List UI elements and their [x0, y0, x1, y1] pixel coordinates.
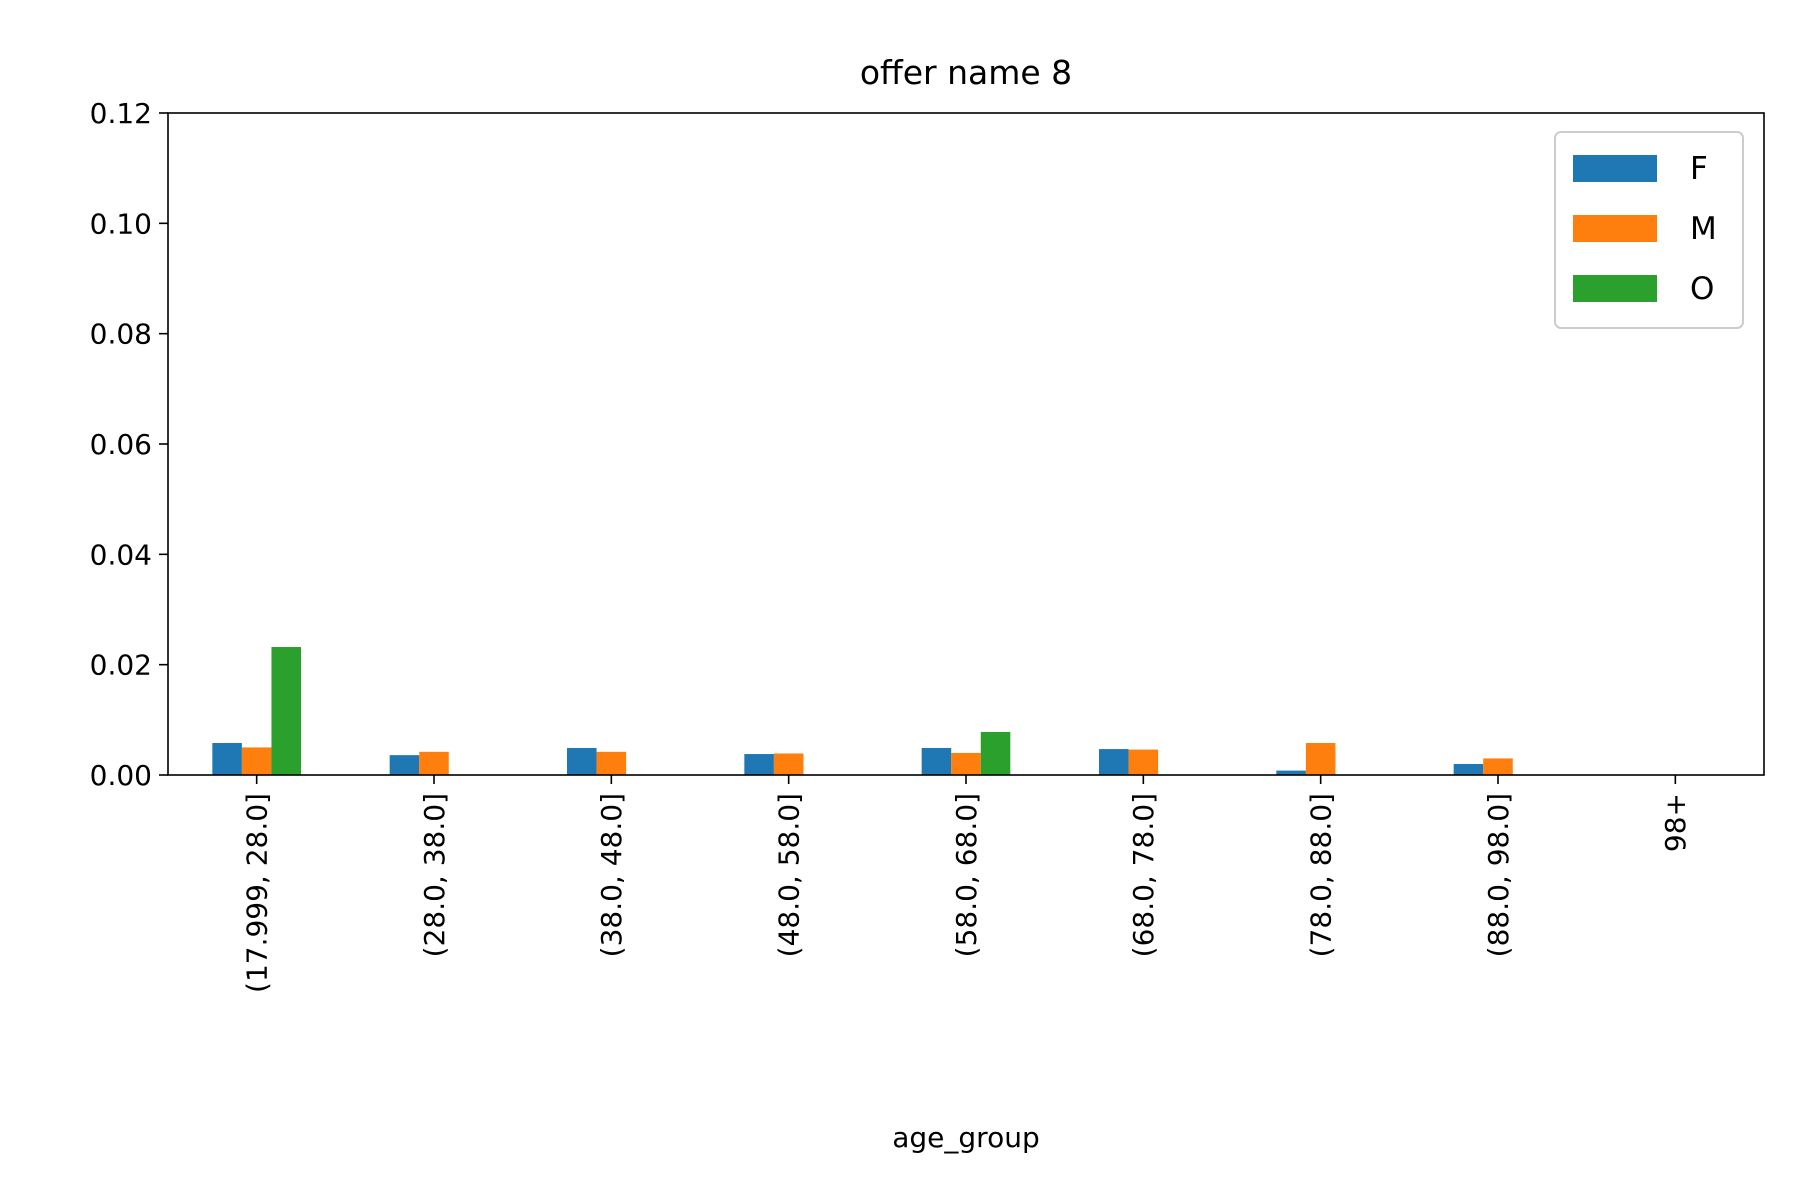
plot-area	[212, 647, 1513, 775]
bar-F-1	[389, 755, 420, 775]
bar-F-5	[1099, 749, 1129, 775]
y-tick-label: 0.00	[90, 759, 152, 792]
x-tick-label: 98+	[1659, 793, 1692, 852]
bar-M-0	[241, 747, 272, 775]
x-axis: (17.999, 28.0] (28.0, 38.0] (38.0, 48.0] (4…	[240, 775, 1692, 993]
x-tick-label: (58.0, 68.0]	[950, 793, 983, 957]
legend-swatch-O	[1573, 275, 1657, 302]
legend-label-F: F	[1690, 151, 1708, 187]
bar-O-4	[980, 731, 1011, 775]
x-tick-label: (78.0, 88.0]	[1304, 793, 1337, 957]
y-tick-label: 0.04	[90, 538, 152, 571]
y-axis: 0.00 0.02 0.04 0.06 0.08 0.10 0.12	[90, 97, 168, 792]
axes-frame	[167, 112, 1765, 776]
x-tick-label: (48.0, 58.0]	[772, 793, 805, 957]
bar-M-1	[419, 751, 449, 775]
bar-M-7	[1483, 758, 1513, 775]
bar-F-2	[567, 747, 597, 775]
bar-O-0	[271, 647, 301, 775]
bar-F-6	[1276, 770, 1306, 775]
bar-F-3	[744, 754, 774, 775]
bar-M-6	[1305, 743, 1336, 775]
x-tick-label: (88.0, 98.0]	[1482, 793, 1515, 957]
legend: FMO	[1554, 131, 1744, 329]
bar-M-5	[1128, 749, 1159, 775]
chart-title: offer name 8	[860, 53, 1072, 92]
y-tick-label: 0.08	[90, 318, 152, 351]
x-tick-label: (17.999, 28.0]	[240, 793, 273, 993]
legend-swatch-F	[1573, 155, 1657, 182]
x-tick-label: (38.0, 48.0]	[595, 793, 628, 957]
bar-F-0	[212, 743, 242, 775]
bar-M-3	[773, 753, 804, 775]
legend-label-O: O	[1690, 271, 1714, 307]
bar-M-4	[951, 752, 981, 775]
legend-swatch-M	[1573, 215, 1657, 242]
y-tick-label: 0.12	[90, 97, 152, 130]
legend-label-M: M	[1690, 211, 1717, 247]
y-tick-label: 0.06	[90, 428, 152, 461]
y-tick-label: 0.10	[90, 207, 152, 240]
bar-F-4	[921, 747, 952, 775]
x-tick-label: (68.0, 78.0]	[1127, 793, 1160, 957]
bar-F-7	[1453, 763, 1484, 775]
bar-M-2	[596, 751, 627, 775]
x-tick-label: (28.0, 38.0]	[418, 793, 451, 957]
y-tick-label: 0.02	[90, 649, 152, 682]
x-axis-label: age_group	[892, 1121, 1039, 1154]
